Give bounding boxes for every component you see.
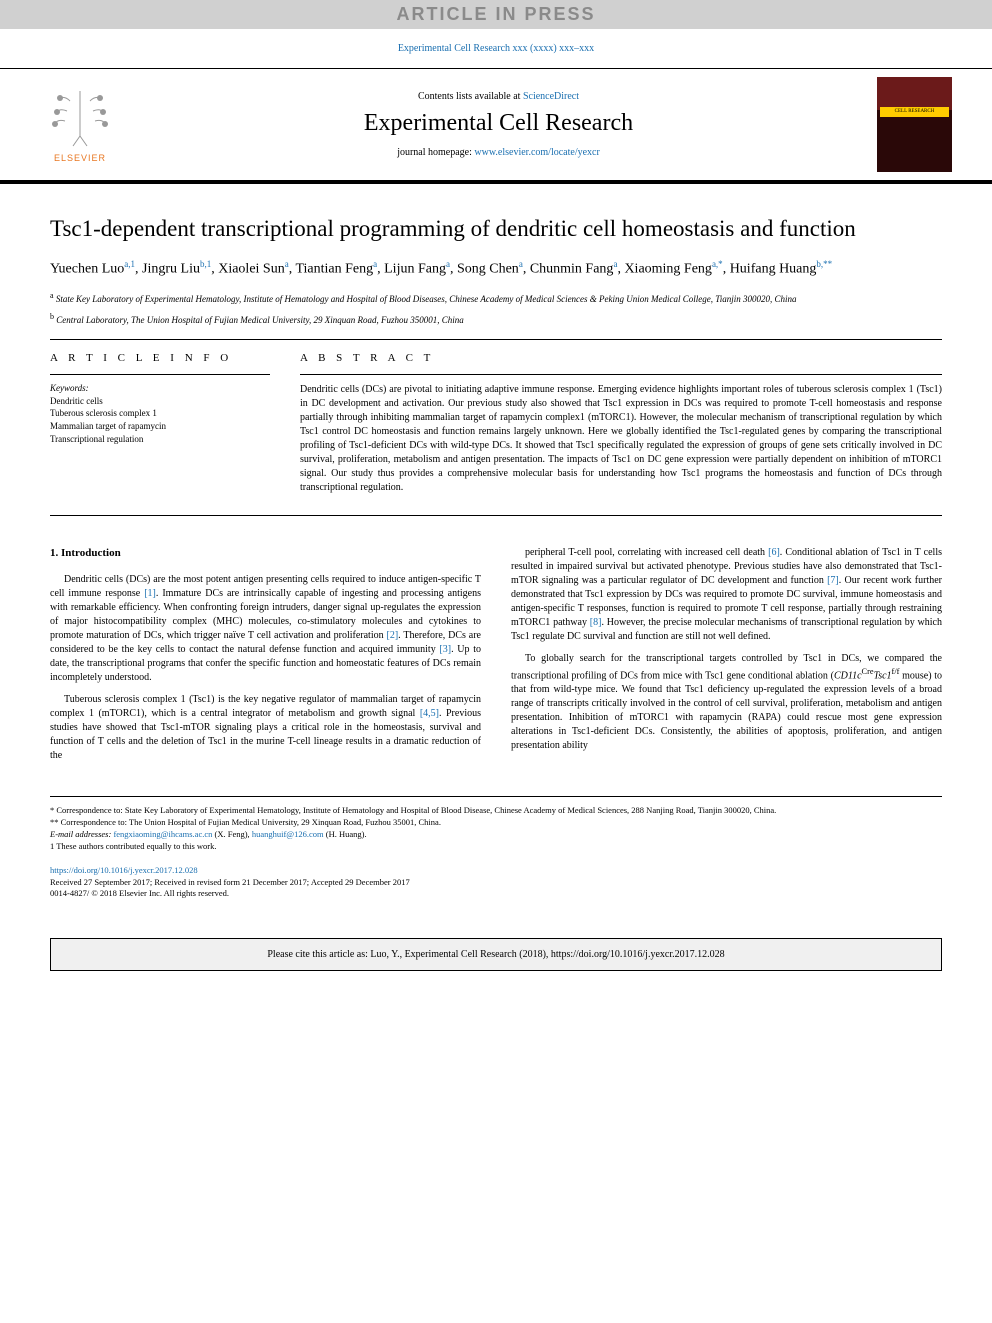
email-name-2: (H. Huang). bbox=[324, 829, 367, 839]
email-link-1[interactable]: fengxiaoming@ihcams.ac.cn bbox=[113, 829, 212, 839]
email-label: E-mail addresses: bbox=[50, 829, 113, 839]
journal-cover-thumb: CELL RESEARCH bbox=[877, 77, 952, 172]
keyword-item: Mammalian target of rapamycin bbox=[50, 420, 270, 433]
header-center: Contents lists available at ScienceDirec… bbox=[140, 91, 857, 158]
affiliation-b: b Central Laboratory, The Union Hospital… bbox=[50, 311, 942, 327]
keywords-list: Dendritic cellsTuberous sclerosis comple… bbox=[50, 395, 270, 445]
contents-available-line: Contents lists available at ScienceDirec… bbox=[140, 91, 857, 102]
body-left-col: 1. Introduction Dendritic cells (DCs) ar… bbox=[50, 546, 481, 771]
journal-header: ELSEVIER Contents lists available at Sci… bbox=[0, 68, 992, 184]
email-link-2[interactable]: huanghuif@126.com bbox=[252, 829, 324, 839]
body-paragraph: Tuberous sclerosis complex 1 (Tsc1) is t… bbox=[50, 693, 481, 763]
authors-list: Yuechen Luoa,1, Jingru Liub,1, Xiaolei S… bbox=[50, 258, 942, 280]
corr-footnote-1: * Correspondence to: State Key Laborator… bbox=[50, 805, 942, 817]
equal-contrib-footnote: 1 These authors contributed equally to t… bbox=[50, 841, 942, 853]
ref-link[interactable]: [3] bbox=[439, 644, 451, 655]
body-two-column: 1. Introduction Dendritic cells (DCs) ar… bbox=[50, 546, 942, 771]
ref-link[interactable]: [7] bbox=[827, 575, 839, 586]
affiliation-a-text: State Key Laboratory of Experimental Hem… bbox=[56, 294, 797, 304]
ref-link[interactable]: [1] bbox=[144, 588, 156, 599]
journal-ref-link[interactable]: Experimental Cell Research xxx (xxxx) xx… bbox=[398, 43, 594, 54]
keyword-item: Tuberous sclerosis complex 1 bbox=[50, 407, 270, 420]
elsevier-tree-icon bbox=[45, 86, 115, 151]
footnotes: * Correspondence to: State Key Laborator… bbox=[50, 796, 942, 853]
divider bbox=[50, 339, 942, 340]
cite-as-box: Please cite this article as: Luo, Y., Ex… bbox=[50, 938, 942, 971]
article-info-col: A R T I C L E I N F O Keywords: Dendriti… bbox=[50, 352, 270, 495]
doi-link[interactable]: https://doi.org/10.1016/j.yexcr.2017.12.… bbox=[50, 865, 198, 875]
cover-band-text: CELL RESEARCH bbox=[880, 107, 949, 117]
abstract-col: A B S T R A C T Dendritic cells (DCs) ar… bbox=[300, 352, 942, 495]
affiliation-b-text: Central Laboratory, The Union Hospital o… bbox=[56, 315, 464, 325]
doi-block: https://doi.org/10.1016/j.yexcr.2017.12.… bbox=[50, 865, 942, 901]
body-paragraph: To globally search for the transcription… bbox=[511, 652, 942, 753]
homepage-prefix: journal homepage: bbox=[397, 147, 474, 158]
elsevier-label: ELSEVIER bbox=[54, 153, 106, 163]
journal-reference-line: Experimental Cell Research xxx (xxxx) xx… bbox=[0, 29, 992, 68]
email-footnote: E-mail addresses: fengxiaoming@ihcams.ac… bbox=[50, 829, 942, 841]
email-name-1: (X. Feng), bbox=[212, 829, 251, 839]
corr-footnote-2: ** Correspondence to: The Union Hospital… bbox=[50, 817, 942, 829]
article-content: Tsc1-dependent transcriptional programmi… bbox=[0, 184, 992, 920]
divider bbox=[50, 374, 270, 375]
homepage-link[interactable]: www.elsevier.com/locate/yexcr bbox=[474, 147, 599, 158]
keywords-label: Keywords: bbox=[50, 383, 270, 393]
journal-title: Experimental Cell Research bbox=[140, 110, 857, 137]
sciencedirect-link[interactable]: ScienceDirect bbox=[523, 91, 579, 102]
copyright-line: 0014-4827/ © 2018 Elsevier Inc. All righ… bbox=[50, 888, 942, 900]
divider bbox=[300, 374, 942, 375]
ref-link[interactable]: [8] bbox=[590, 617, 602, 628]
body-right-col: peripheral T-cell pool, correlating with… bbox=[511, 546, 942, 771]
received-dates: Received 27 September 2017; Received in … bbox=[50, 877, 942, 889]
elsevier-logo: ELSEVIER bbox=[40, 80, 120, 170]
info-abstract-row: A R T I C L E I N F O Keywords: Dendriti… bbox=[50, 352, 942, 495]
article-info-heading: A R T I C L E I N F O bbox=[50, 352, 270, 364]
ref-link[interactable]: [6] bbox=[768, 547, 780, 558]
article-title: Tsc1-dependent transcriptional programmi… bbox=[50, 214, 942, 244]
ref-link[interactable]: [4,5] bbox=[420, 708, 439, 719]
contents-prefix: Contents lists available at bbox=[418, 91, 523, 102]
ref-link[interactable]: [2] bbox=[386, 630, 398, 641]
body-paragraph: Dendritic cells (DCs) are the most poten… bbox=[50, 573, 481, 685]
intro-heading: 1. Introduction bbox=[50, 546, 481, 561]
abstract-heading: A B S T R A C T bbox=[300, 352, 942, 364]
body-paragraph: peripheral T-cell pool, correlating with… bbox=[511, 546, 942, 644]
divider bbox=[50, 515, 942, 516]
keyword-item: Dendritic cells bbox=[50, 395, 270, 408]
abstract-text: Dendritic cells (DCs) are pivotal to ini… bbox=[300, 383, 942, 495]
affiliation-a: a State Key Laboratory of Experimental H… bbox=[50, 290, 942, 306]
homepage-line: journal homepage: www.elsevier.com/locat… bbox=[140, 147, 857, 158]
article-in-press-banner: ARTICLE IN PRESS bbox=[0, 0, 992, 29]
keyword-item: Transcriptional regulation bbox=[50, 433, 270, 446]
